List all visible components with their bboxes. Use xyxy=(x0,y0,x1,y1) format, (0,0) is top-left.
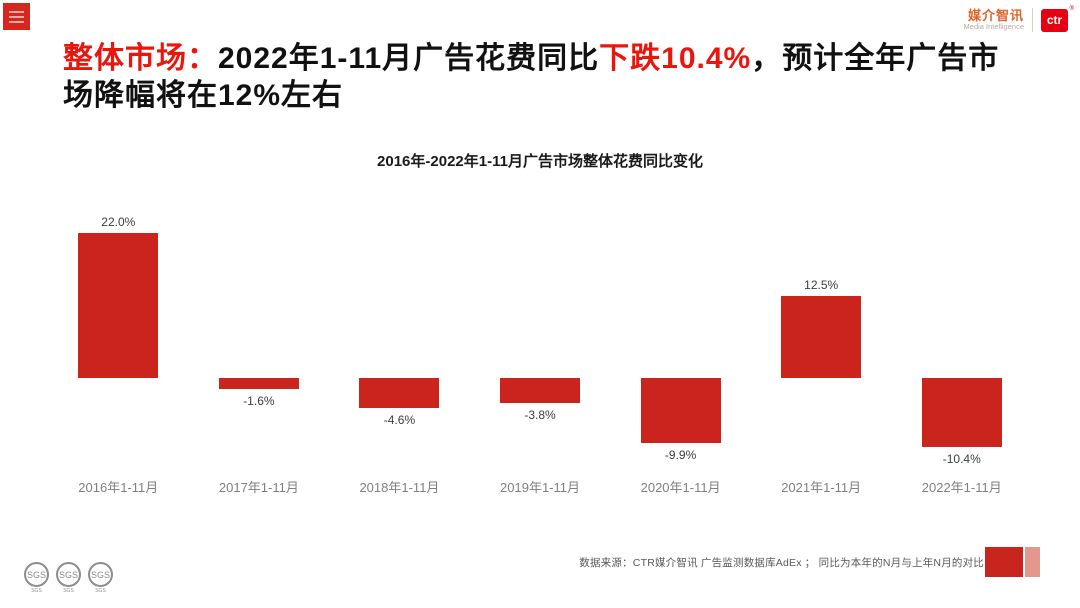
registered-mark: ® xyxy=(1069,5,1074,12)
bar-column: -4.6% 2018年1-11月 xyxy=(329,205,470,505)
bar-column: -3.8% 2019年1-11月 xyxy=(470,205,611,505)
bar-column: 22.0% 2016年1-11月 xyxy=(48,205,189,505)
category-label: 2022年1-11月 xyxy=(921,480,1002,495)
chart-plot-area: 22.0% 2016年1-11月 -1.6% 2017年1-11月 -4.6% 2018年… xyxy=(48,205,1032,505)
menu-button[interactable] xyxy=(3,3,30,30)
chart-title: 2016年-2022年1-11月广告市场整体花费同比变化 xyxy=(377,153,703,170)
brand-name-cn: 媒介智讯 xyxy=(967,7,1024,23)
bar-value-label: -10.4% xyxy=(942,451,981,466)
red-square-decoration xyxy=(985,547,1023,577)
category-label: 2019年1-11月 xyxy=(500,480,581,495)
category-label: 2018年1-11月 xyxy=(359,480,440,495)
title-highlight: 下跌10.4% xyxy=(599,42,752,75)
light-red-square-decoration xyxy=(1025,547,1040,577)
bar-column: 12.5% 2021年1-11月 xyxy=(751,205,892,505)
bar-value-label: -4.6% xyxy=(383,413,416,428)
badge-label: SGS xyxy=(63,588,74,594)
sgs-seal-icon: SGS xyxy=(88,562,113,587)
badge-label: SGS xyxy=(31,588,42,594)
category-label: 2020年1-11月 xyxy=(640,480,721,495)
certification-badges: SGS SGS SGS SGS SGS SGS xyxy=(24,562,113,594)
title-prefix: 整体市场： xyxy=(63,42,218,75)
bar-column: -1.6% 2017年1-11月 xyxy=(189,205,330,505)
sgs-seal-icon: SGS xyxy=(24,562,49,587)
corner-decoration xyxy=(985,547,1040,577)
title-part1: 2022年1-11月广告花费同比 xyxy=(218,42,600,75)
certification-badge: SGS SGS xyxy=(88,562,113,594)
brand-logo: 媒介智讯 Media Intelligence ctr ® xyxy=(963,6,1074,32)
bar xyxy=(218,378,299,389)
ctr-logo: ctr ® xyxy=(1041,6,1074,32)
bar-value-label: -9.9% xyxy=(664,448,697,463)
category-label: 2016年1-11月 xyxy=(78,480,159,495)
bar-value-label: 12.5% xyxy=(804,277,839,292)
bar-column: -9.9% 2020年1-11月 xyxy=(610,205,751,505)
ctr-logo-box: ctr xyxy=(1041,8,1068,32)
logo-divider xyxy=(1032,8,1033,32)
data-source-note: 数据来源：CTR媒介智讯 广告监测数据库AdEx ； 同比为本年的N月与上年N月… xyxy=(579,557,984,569)
badge-label: SGS xyxy=(95,588,106,594)
category-label: 2021年1-11月 xyxy=(781,480,862,495)
page-title: 整体市场：2022年1-11月广告花费同比下跌10.4%，预计全年广告市场降幅将… xyxy=(63,40,1028,114)
bar-column: -10.4% 2022年1-11月 xyxy=(891,205,1032,505)
bar xyxy=(921,378,1002,447)
bar-value-label: -1.6% xyxy=(243,393,275,408)
bar xyxy=(78,232,159,378)
bar-value-label: -3.8% xyxy=(524,408,556,423)
brand-name-en: Media Intelligence xyxy=(963,22,1024,32)
certification-badge: SGS SGS xyxy=(56,562,81,594)
hamburger-icon xyxy=(9,15,24,18)
bar xyxy=(359,378,440,409)
hamburger-icon xyxy=(9,20,24,23)
certification-badge: SGS SGS xyxy=(24,562,49,594)
category-label: 2017年1-11月 xyxy=(218,480,299,495)
bar xyxy=(781,295,862,378)
bar xyxy=(640,378,721,444)
sgs-seal-icon: SGS xyxy=(56,562,81,587)
hamburger-icon xyxy=(9,10,24,13)
bar-value-label: 22.0% xyxy=(101,214,136,229)
title-part2: ，预计全年广告市场降幅将在12%左右 xyxy=(63,42,1000,112)
brand-text: 媒介智讯 Media Intelligence xyxy=(963,7,1024,32)
bar-chart: 2016年-2022年1-11月广告市场整体花费同比变化 22.0% 2016年1… xyxy=(48,150,1032,505)
bar xyxy=(500,378,581,404)
